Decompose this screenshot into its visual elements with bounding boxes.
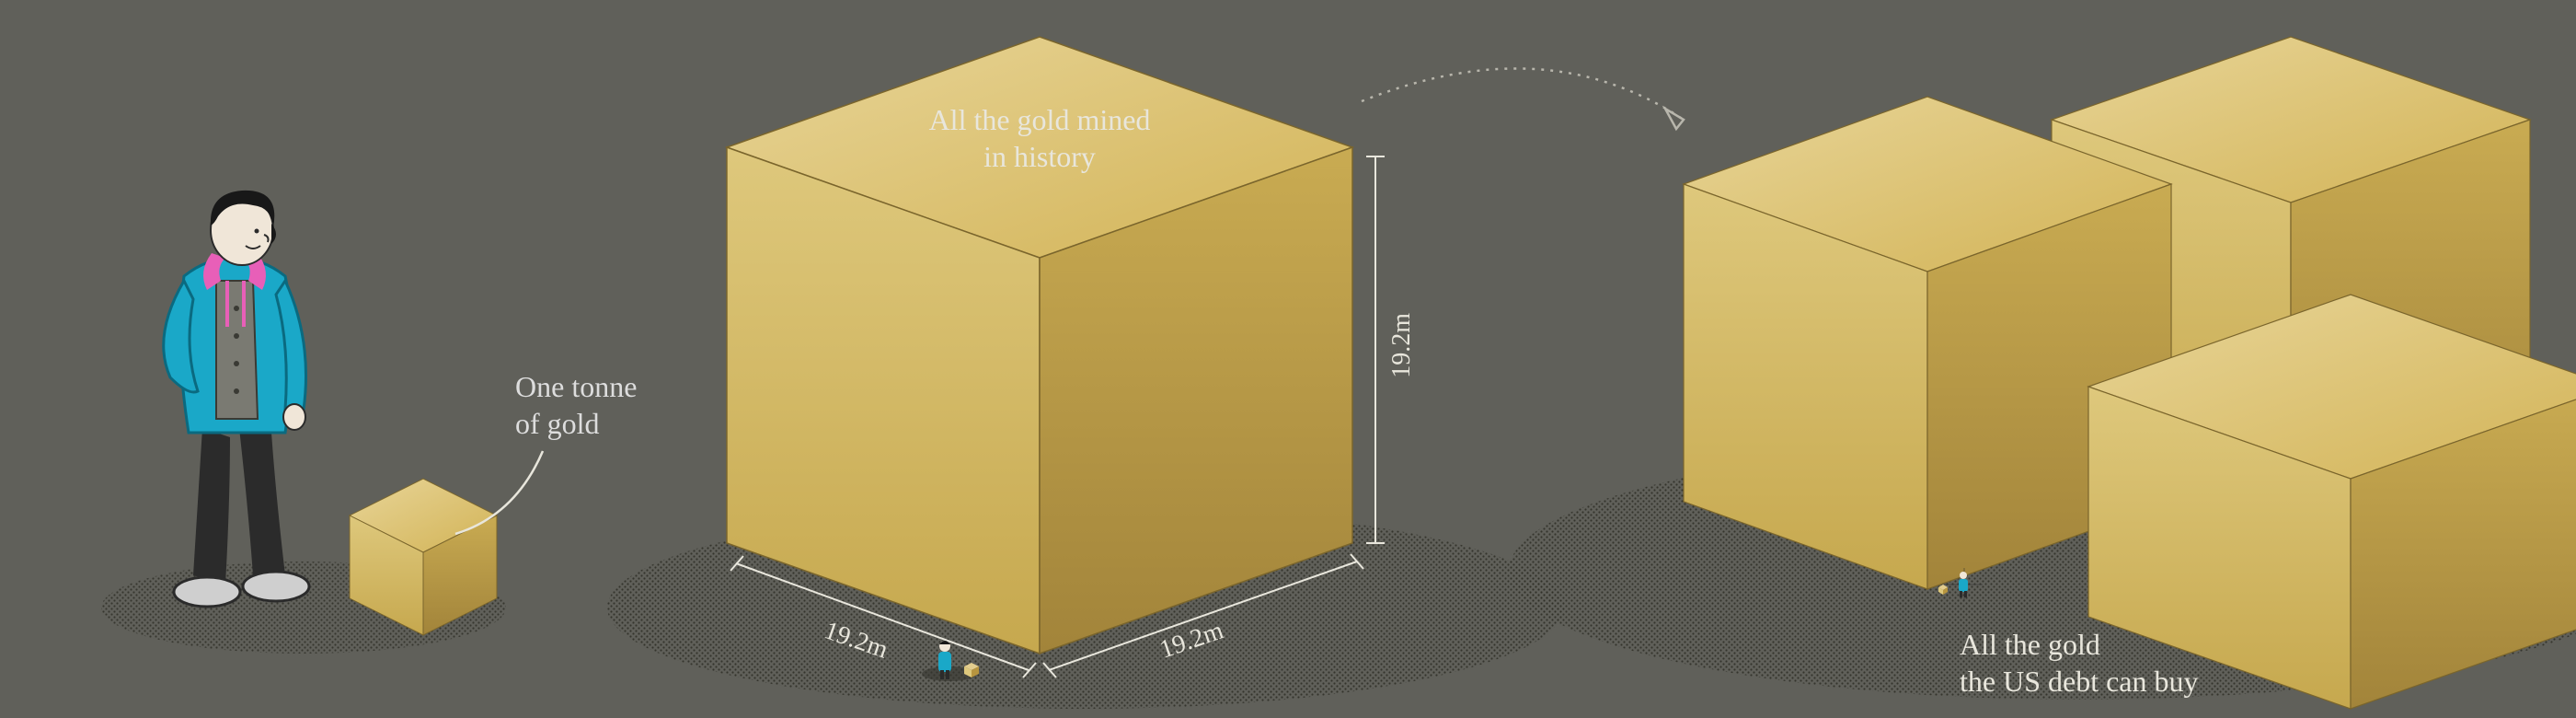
label-one-tonne: One tonneof gold — [515, 368, 718, 442]
panel-us-debt — [1509, 37, 2576, 709]
panel-one-tonne — [101, 191, 543, 654]
dim-height: 19.2m — [1387, 313, 1417, 378]
label-all-gold-history: All the gold minedin history — [874, 101, 1205, 175]
person-large — [164, 191, 309, 607]
arrow-to-debt — [1362, 68, 1684, 120]
infographic-canvas — [0, 0, 2576, 718]
label-us-debt: All the goldthe US debt can buy — [1960, 626, 2254, 700]
arrow-head — [1665, 109, 1684, 129]
